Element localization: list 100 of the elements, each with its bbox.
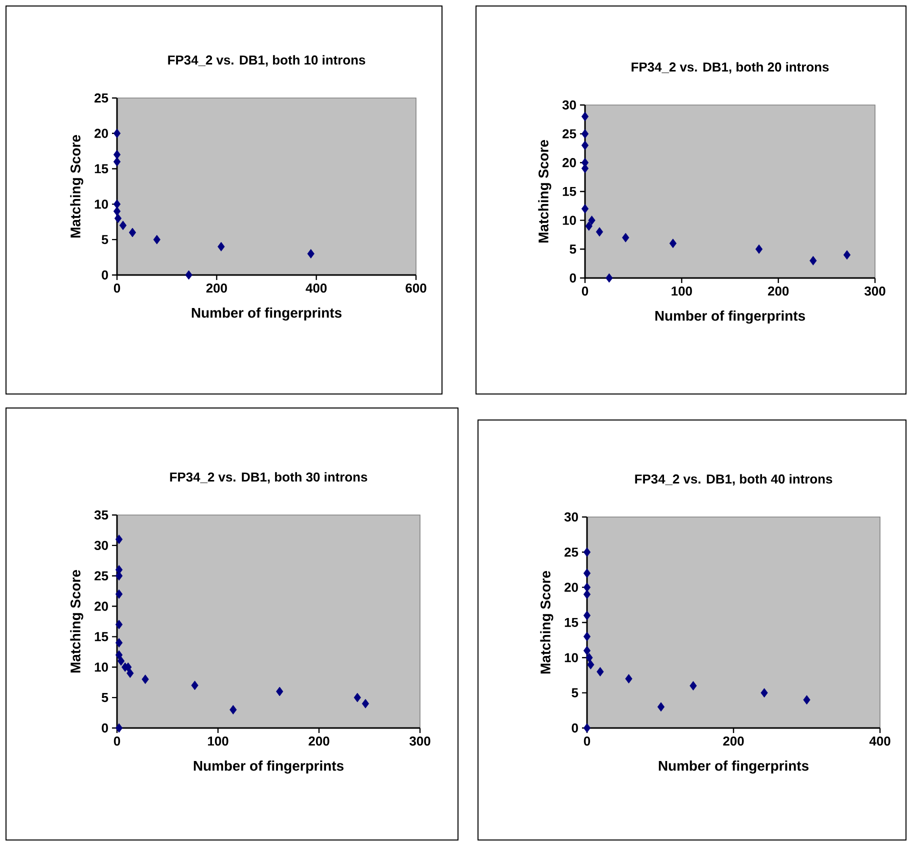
x-tick-label: 100 — [672, 286, 692, 296]
point — [117, 656, 125, 666]
chart-title: FP34_2 vs. DB1, both 10 introns — [168, 55, 366, 66]
y-tick-label: 5 — [572, 688, 578, 698]
point — [114, 214, 122, 224]
x-tick-label: 0 — [114, 284, 120, 293]
point — [354, 692, 361, 702]
y-tick-label: 25 — [564, 548, 578, 557]
point — [583, 582, 591, 592]
point — [115, 723, 123, 733]
point — [581, 112, 589, 122]
x-axis-title: Number of fingerprints — [194, 760, 344, 774]
y-tick-label: 10 — [564, 653, 578, 662]
y-tick-label: 5 — [102, 693, 108, 702]
y-axis-title: Matching Score — [70, 570, 84, 672]
point — [583, 547, 591, 557]
y-tick-label: 20 — [562, 158, 576, 168]
y-tick-label: 15 — [562, 186, 576, 196]
chart-title: FP34_2 vs. DB1, both 30 introns — [170, 472, 368, 484]
x-tick-label: 200 — [308, 736, 330, 746]
point — [583, 590, 591, 600]
y-axis-title: Matching Score — [70, 135, 84, 238]
y-tick-label: 0 — [102, 723, 108, 733]
point — [596, 667, 604, 676]
y-tick-label: 10 — [562, 216, 576, 225]
point — [581, 140, 589, 150]
y-tick-label: 15 — [94, 164, 108, 174]
point — [115, 534, 123, 544]
x-tick-label: 100 — [208, 736, 228, 746]
y-tick-label: 20 — [94, 602, 108, 611]
point — [142, 674, 149, 684]
point — [803, 695, 810, 705]
point — [307, 249, 314, 258]
point — [596, 227, 604, 237]
chart-title: FP34_2 vs. DB1, both 40 introns — [635, 474, 832, 486]
point — [362, 698, 370, 708]
point — [113, 150, 121, 160]
x-tick-label: 400 — [306, 284, 327, 293]
x-tick-label: 300 — [864, 286, 886, 296]
y-tick-label: 20 — [564, 582, 578, 592]
point — [690, 681, 697, 690]
point — [606, 273, 613, 283]
y-tick-label: 10 — [94, 200, 108, 209]
x-tick-label: 0 — [582, 286, 588, 296]
y-tick-label: 30 — [562, 100, 576, 110]
point — [657, 702, 665, 712]
point — [583, 568, 591, 578]
point — [119, 220, 127, 230]
y-tick-label: 35 — [94, 510, 108, 520]
point — [113, 199, 121, 209]
y-tick-label: 0 — [570, 273, 576, 283]
y-tick-label: 5 — [102, 235, 108, 244]
x-tick-label: 200 — [768, 286, 789, 296]
y-axis-title: Matching Score — [540, 571, 554, 674]
y-tick-label: 25 — [562, 129, 576, 138]
point — [843, 250, 851, 260]
point — [115, 620, 123, 630]
point — [587, 660, 594, 670]
x-tick-label: 400 — [869, 736, 890, 746]
point — [128, 228, 136, 238]
y-tick-label: 15 — [564, 618, 578, 628]
y-tick-label: 30 — [564, 512, 578, 522]
point — [583, 610, 591, 620]
point — [276, 686, 284, 696]
point — [115, 571, 123, 581]
y-tick-label: 0 — [102, 270, 108, 280]
x-tick-label: 600 — [406, 284, 426, 293]
point — [230, 705, 237, 714]
x-tick-label: 300 — [410, 736, 430, 746]
point — [115, 650, 123, 660]
y-tick-label: 0 — [572, 723, 578, 733]
point — [126, 668, 134, 678]
point — [625, 674, 632, 684]
point — [581, 129, 589, 139]
point — [113, 128, 121, 138]
y-tick-label: 25 — [94, 571, 108, 580]
point — [581, 204, 589, 214]
point — [588, 216, 596, 226]
point — [585, 221, 592, 231]
point — [218, 242, 225, 252]
point — [622, 232, 630, 242]
chart-title: FP34_2 vs. DB1, both 20 introns — [632, 62, 829, 74]
x-tick-label: 0 — [114, 736, 120, 746]
y-tick-label: 20 — [94, 128, 108, 138]
point — [113, 157, 121, 166]
x-axis-title: Number of fingerprints — [192, 308, 342, 321]
point — [583, 646, 591, 656]
y-tick-label: 30 — [94, 540, 108, 550]
point — [760, 688, 768, 698]
x-axis-title: Number of fingerprints — [658, 760, 808, 774]
y-tick-label: 25 — [94, 93, 108, 103]
point — [669, 238, 677, 248]
x-tick-label: 0 — [584, 736, 590, 746]
x-tick-label: 200 — [723, 736, 744, 746]
point — [115, 589, 123, 599]
point — [191, 680, 198, 690]
x-axis-title: Number of fingerprints — [655, 310, 805, 324]
point — [810, 256, 817, 266]
y-axis-title: Matching Score — [538, 140, 552, 242]
y-tick-label: 10 — [94, 662, 108, 672]
